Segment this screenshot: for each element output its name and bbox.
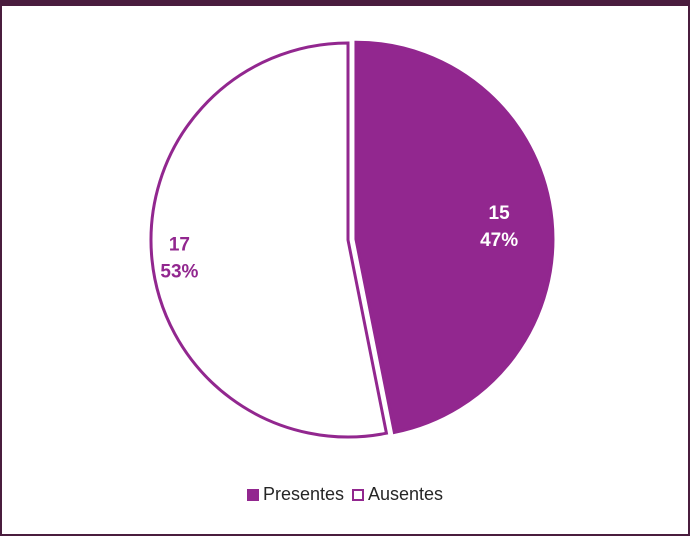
legend-label-ausentes: Ausentes xyxy=(367,484,444,504)
pie-slice-ausentes xyxy=(149,41,389,439)
pie-labels: 15 47% 17 53% xyxy=(160,203,518,282)
percent-label-ausentes: 53% xyxy=(160,262,198,283)
legend-entry-ausentes: Ausentes xyxy=(351,484,444,505)
legend: Presentes Ausentes xyxy=(0,484,690,505)
legend-label-presentes: Presentes xyxy=(262,484,344,504)
value-label-ausentes: 17 xyxy=(169,235,190,256)
pie-slices xyxy=(149,40,555,439)
legend-swatch-ausentes xyxy=(351,488,364,501)
pie-slice-presentes xyxy=(354,40,555,435)
legend-swatch-presentes xyxy=(246,488,259,501)
legend-entry-presentes: Presentes xyxy=(246,484,344,505)
percent-label-presentes: 47% xyxy=(480,230,518,251)
value-label-presentes: 15 xyxy=(489,203,511,224)
